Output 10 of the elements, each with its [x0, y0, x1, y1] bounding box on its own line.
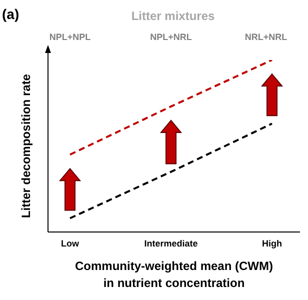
- chart-title: (a): [2, 6, 20, 22]
- x-axis-title: Community-weighted mean (CWM) in nutrient concentration: [74, 258, 274, 292]
- text: NPL+NRL: [149, 32, 193, 42]
- x-tick-label: Low: [61, 238, 80, 248]
- text: NRL+NRL: [244, 32, 288, 42]
- text: NPL+NPL: [48, 32, 92, 42]
- chart-subtitle: Litter mixtures: [131, 9, 215, 23]
- x-tick-label: High: [262, 238, 282, 248]
- y-axis-title: Litter decomposition rate: [19, 74, 33, 218]
- x-tick-label: Intermediate: [144, 238, 198, 248]
